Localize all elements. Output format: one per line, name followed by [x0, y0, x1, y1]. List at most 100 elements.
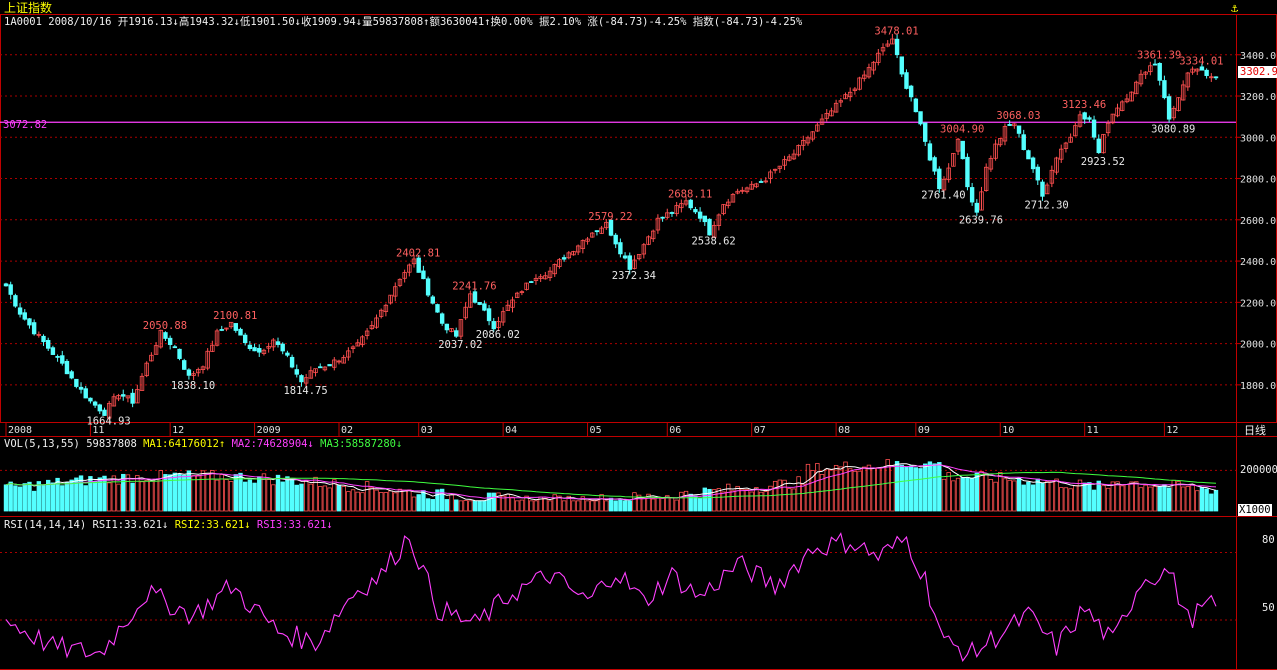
- candle-body: [866, 67, 872, 78]
- candle-body: [533, 277, 539, 282]
- volume-bar: [580, 496, 586, 512]
- candle-body: [402, 272, 407, 279]
- candle-body: [97, 404, 102, 412]
- volume-bar: [847, 468, 853, 512]
- volume-bar: [632, 492, 637, 512]
- volume-bar: [1040, 482, 1045, 512]
- candle-body: [876, 52, 881, 63]
- vol-ma3-line: [5, 471, 1217, 499]
- time-tick-label: 05: [590, 425, 602, 436]
- candle-body: [332, 359, 337, 368]
- candle-body: [1016, 125, 1022, 134]
- volume-bar: [8, 481, 13, 512]
- volume-bar: [782, 479, 787, 512]
- volume-bar: [627, 500, 632, 512]
- volume-bar: [289, 478, 295, 512]
- price-extreme-label: 3478.01: [874, 26, 918, 38]
- volume-bar: [1035, 478, 1040, 512]
- candle-body: [566, 252, 571, 259]
- volume-bar: [908, 465, 914, 512]
- price-extreme-label: 2100.81: [213, 310, 257, 322]
- candle-body: [1129, 91, 1134, 102]
- volume-bar: [257, 476, 262, 512]
- volume-bar: [604, 500, 609, 512]
- volume-bar: [529, 500, 534, 512]
- vol-ma2: MA2:74628904↓: [231, 438, 314, 450]
- candle-body: [454, 330, 459, 337]
- candle-body: [862, 74, 867, 79]
- candle-body: [801, 139, 806, 146]
- volume-bar: [791, 488, 797, 512]
- volume-bar: [763, 491, 768, 512]
- volume-bar: [852, 470, 858, 512]
- candle-body: [1101, 133, 1106, 154]
- candle-body: [491, 321, 496, 330]
- volume-bar: [350, 489, 356, 512]
- candle-body: [838, 100, 844, 103]
- volume-bar: [646, 493, 651, 512]
- volume-bar: [228, 481, 234, 512]
- volume-bar: [55, 477, 60, 512]
- volume-bar: [571, 500, 576, 512]
- volume-bar: [500, 495, 506, 512]
- volume-bar: [1016, 477, 1022, 512]
- volume-bar: [988, 479, 994, 512]
- volume-bar: [1101, 485, 1106, 512]
- candle-body: [871, 61, 876, 71]
- candle-body: [425, 278, 431, 296]
- volume-bar: [1143, 484, 1148, 512]
- volume-bar: [880, 467, 886, 512]
- vol-scale-unit: X1000: [1238, 504, 1272, 516]
- volume-bar: [622, 500, 628, 512]
- volume-bar: [60, 485, 65, 512]
- candle-body: [210, 344, 215, 352]
- candle-body: [932, 157, 937, 172]
- volume-bar: [482, 500, 487, 512]
- candle-body: [463, 306, 468, 319]
- candle-body: [46, 340, 51, 349]
- candle-body: [730, 194, 736, 203]
- candle-body: [219, 329, 224, 331]
- volume-bar: [397, 488, 403, 512]
- candle-body: [1035, 166, 1040, 181]
- volume-bar: [163, 474, 168, 512]
- vol-ma1: MA1:64176012↑: [143, 438, 226, 450]
- candle-body: [167, 337, 173, 345]
- price-tick-label: 2800.0: [1240, 175, 1276, 186]
- candle-body: [17, 307, 23, 315]
- candle-body: [777, 165, 783, 169]
- price-extreme-label: 2712.30: [1024, 200, 1068, 212]
- volume-bar: [369, 487, 375, 512]
- volume-bar: [125, 474, 131, 512]
- volume-bar: [219, 474, 224, 512]
- candle-body: [754, 183, 759, 188]
- candle-body: [327, 364, 332, 367]
- candle-body: [468, 293, 473, 308]
- vol-ma3: MA3:58587280↓: [320, 438, 403, 450]
- candle-body: [1190, 68, 1195, 73]
- volume-bar: [130, 482, 135, 512]
- lock-arrow-icon[interactable]: ⚓: [1231, 1, 1239, 15]
- volume-bar: [904, 466, 909, 512]
- candle-body: [238, 328, 243, 336]
- volume-bar: [1162, 484, 1167, 512]
- candle-body: [83, 388, 88, 399]
- volume-bar: [801, 483, 806, 512]
- volume-bar: [1152, 486, 1158, 512]
- volume-bar: [810, 470, 815, 512]
- vol-scale-top: 200000: [1240, 464, 1277, 476]
- candle-body: [346, 350, 351, 358]
- volume-bar: [983, 473, 989, 512]
- candle-body: [280, 343, 285, 352]
- price-extreme-label: 2086.02: [476, 329, 520, 341]
- volume-bar: [1063, 487, 1069, 512]
- period-label[interactable]: 日线: [1244, 424, 1266, 437]
- volume-bar: [819, 474, 825, 512]
- volume-bar: [83, 485, 88, 512]
- candle-body: [561, 257, 567, 260]
- price-extreme-label: 2050.88: [143, 320, 187, 332]
- volume-bar: [552, 494, 557, 512]
- volume-bar: [585, 500, 590, 512]
- volume-bar: [280, 481, 285, 512]
